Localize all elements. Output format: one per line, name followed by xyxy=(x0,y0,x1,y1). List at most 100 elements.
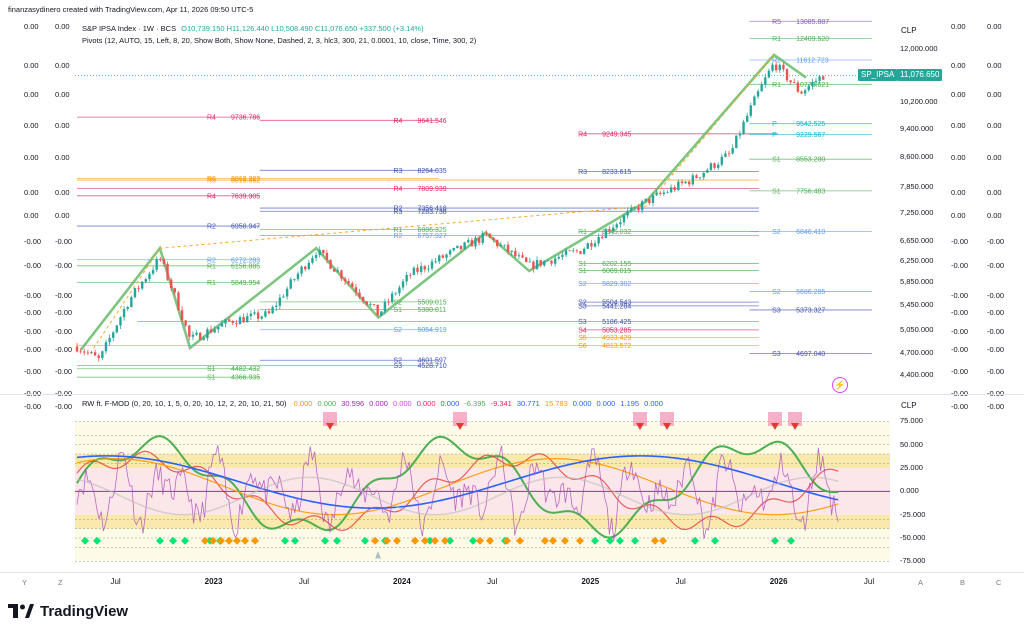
candle-body xyxy=(731,148,734,154)
oscillator-chart[interactable] xyxy=(75,410,895,570)
pivot-label-level: S1 xyxy=(772,157,781,164)
pivot-label-value: 5053.285 xyxy=(602,327,631,334)
candle-body xyxy=(452,247,455,251)
candle-body xyxy=(807,86,810,91)
candle-body xyxy=(93,352,97,356)
tradingview-logo[interactable]: TradingView xyxy=(8,601,128,621)
candle-body xyxy=(546,260,550,262)
pane-separator[interactable] xyxy=(0,394,1024,395)
indicator-legend[interactable]: RW ft. F-MOD (0, 20, 10, 1, 5, 0, 20, 10… xyxy=(82,399,663,408)
trend-zigzag xyxy=(79,53,807,351)
candle-body xyxy=(803,90,807,94)
left-value-a: -0.00 xyxy=(24,291,42,300)
right-value-a: 0.00 xyxy=(951,22,966,31)
warn-signal-marker xyxy=(431,536,439,545)
pivot-label-value: 4366.935 xyxy=(231,375,260,382)
pivot-label-level: R4 xyxy=(393,118,402,125)
warn-signal-marker xyxy=(549,536,557,545)
price-chart[interactable]: R5 13085.887 R1 12409.520 R2 11612.723 R110773… xyxy=(75,14,895,394)
pivot-label-value: 6846.410 xyxy=(796,229,825,236)
pivot-label-value: 4697.040 xyxy=(796,351,825,358)
pivot-label-value: 6757.927 xyxy=(417,233,446,240)
candle-body xyxy=(83,351,86,353)
candle-body xyxy=(673,187,676,190)
pivot-label: S1 7756.483 xyxy=(772,188,825,195)
price-tick: 6,650.000 xyxy=(900,235,934,245)
indicator-tick: -25.000 xyxy=(900,509,926,519)
left-value-a: 0.00 xyxy=(24,22,39,31)
pivot-label-level: R5 xyxy=(207,178,216,185)
pivot-label: P 9229.567 xyxy=(772,132,825,139)
corner-letter-c[interactable]: C xyxy=(996,578,1002,587)
candle-body xyxy=(79,351,82,353)
candle-body xyxy=(300,266,303,274)
candle-body xyxy=(264,311,267,317)
right-value-a: 0.00 xyxy=(951,121,966,130)
price-tick: 10,200.000 xyxy=(900,97,938,107)
candle-body xyxy=(390,293,394,302)
pivot-label: S4 5053.285 xyxy=(578,327,631,334)
candle-body xyxy=(601,237,604,239)
price-axis-unit[interactable]: CLP xyxy=(901,26,917,35)
candle-body xyxy=(289,279,292,289)
pivot-label-value: 7809.939 xyxy=(417,186,446,193)
indicator-value: 15.783 xyxy=(544,399,568,408)
symbol-legend[interactable]: S&P IPSA Index · 1W · BCS O10,739.150 H1… xyxy=(82,24,424,33)
indicator-tick: -75.000 xyxy=(900,556,926,566)
buy-signal-marker xyxy=(426,536,434,545)
corner-letter-y[interactable]: Y xyxy=(22,578,28,587)
corner-letter-z[interactable]: Z xyxy=(58,578,63,587)
sell-highlight xyxy=(660,412,674,426)
pivot-label-level: R5 xyxy=(772,19,781,26)
corner-letter-a[interactable]: A xyxy=(918,578,924,587)
candle-body xyxy=(550,260,553,264)
candle-body xyxy=(271,307,274,314)
indicator-value: -9.341 xyxy=(490,399,512,408)
candle-body xyxy=(434,261,437,263)
corner-letter-b[interactable]: B xyxy=(960,578,966,587)
pivot-label-level: R1 xyxy=(772,36,781,43)
indicator-value: 0.000 xyxy=(572,399,592,408)
candle-body xyxy=(278,297,282,306)
pivot-label-level: S3 xyxy=(772,351,781,358)
right-value-b: -0.00 xyxy=(987,389,1004,398)
candle-body xyxy=(506,244,510,253)
warn-signal-marker xyxy=(371,536,379,545)
lightning-icon[interactable]: ⚡ xyxy=(832,377,848,393)
right-value-b: 0.00 xyxy=(987,153,1002,162)
candle-body xyxy=(557,256,560,259)
candle-body xyxy=(202,338,205,340)
right-value-a: 0.00 xyxy=(951,153,966,162)
pivot-label-level: S5 xyxy=(578,335,587,342)
candle-body xyxy=(677,181,680,190)
right-value-b: -0.00 xyxy=(987,261,1005,270)
left-value-b: 0.00 xyxy=(55,22,70,31)
pivot-label-level: S1 xyxy=(207,375,216,382)
left-value-a: -0.00 xyxy=(24,237,42,246)
candle-body xyxy=(669,187,673,193)
indicator-axis-unit[interactable]: CLP xyxy=(901,401,917,410)
candle-body xyxy=(724,153,727,157)
left-value-a: 0.00 xyxy=(24,121,39,130)
pivot-label-value: 5380.011 xyxy=(417,307,446,314)
buy-signal-marker xyxy=(291,536,299,545)
pivot-label-level: R2 xyxy=(772,57,781,64)
pivot-label-level: R1 xyxy=(772,82,781,89)
left-value-b: 0.00 xyxy=(55,153,70,162)
candle-body xyxy=(496,240,499,247)
right-value-b: -0.00 xyxy=(987,237,1005,246)
candle-body xyxy=(640,201,644,211)
pivot-label-value: 9641.546 xyxy=(417,118,446,125)
candle-body xyxy=(329,259,332,269)
candle-body xyxy=(774,64,778,71)
candle-body xyxy=(572,250,575,252)
right-value-b: -0.00 xyxy=(987,327,1005,336)
candle-body xyxy=(481,233,484,243)
candle-body xyxy=(358,292,361,298)
candle-body xyxy=(275,305,278,308)
pivots-legend[interactable]: Pivots (12, AUTO, 15, Left, 8, 20, Show … xyxy=(82,36,477,45)
indicator-values: 0.000 0.000 30.596 0.000 0.000 0.000 0.000 -6.3… xyxy=(289,399,663,408)
pivot-label-level: S6 xyxy=(578,343,587,350)
pivot-label: S5 4933.429 xyxy=(578,335,631,342)
indicator-title: RW ft. F-MOD (0, 20, 10, 1, 5, 0, 20, 10… xyxy=(82,399,287,408)
